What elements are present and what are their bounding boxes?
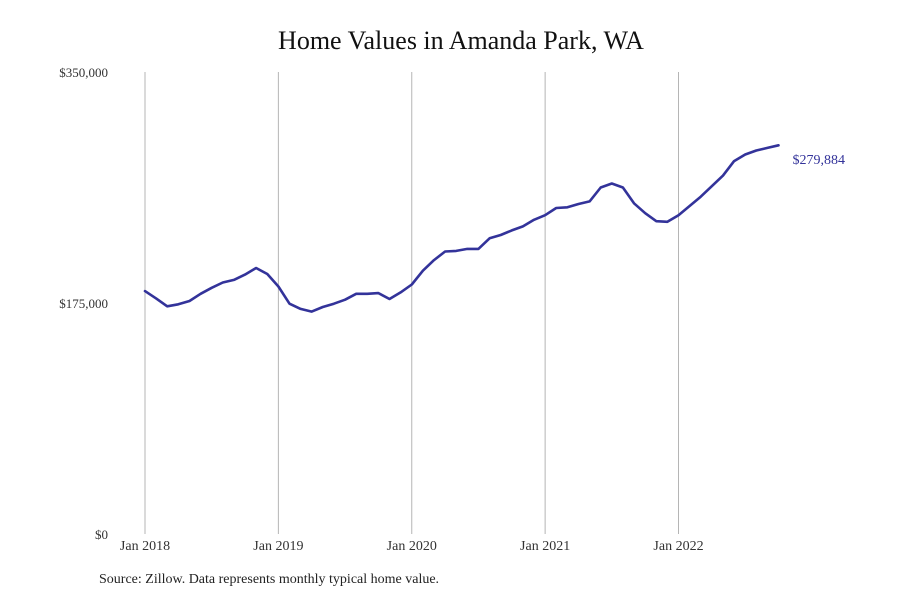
series-line bbox=[143, 144, 780, 313]
chart-title: Home Values in Amanda Park, WA bbox=[278, 26, 644, 55]
x-tick-label: Jan 2021 bbox=[520, 539, 570, 554]
series-layer: $279,884 bbox=[143, 144, 846, 313]
x-tick-label: Jan 2019 bbox=[253, 539, 303, 554]
x-axis: Jan 2018 Jan 2019 Jan 2020 Jan 2021 Jan 2022 bbox=[120, 539, 704, 554]
y-tick-label: $350,000 bbox=[59, 65, 108, 80]
gridlines bbox=[144, 72, 679, 534]
y-tick-label: $175,000 bbox=[59, 296, 108, 311]
y-axis: $0 $175,000 $350,000 bbox=[59, 65, 108, 542]
x-tick-label: Jan 2022 bbox=[653, 539, 703, 554]
series-end-label: $279,884 bbox=[793, 153, 846, 168]
x-tick-label: Jan 2018 bbox=[120, 539, 170, 554]
y-tick-label: $0 bbox=[95, 527, 108, 542]
source-note: Source: Zillow. Data represents monthly … bbox=[99, 572, 440, 587]
x-tick-label: Jan 2020 bbox=[387, 539, 437, 554]
